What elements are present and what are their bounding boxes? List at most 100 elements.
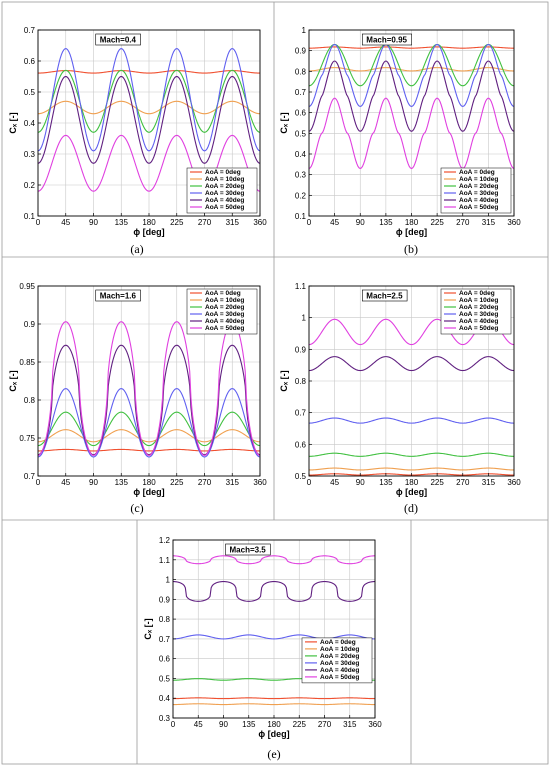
series-line-aoa-50deg: [172, 555, 376, 565]
legend-entry: AoA = 40deg: [459, 197, 498, 204]
series-line-aoa-10deg: [308, 467, 515, 471]
x-tick-label: 0: [307, 478, 312, 487]
mach-label-box: [95, 289, 141, 302]
series-line-aoa-30deg: [308, 417, 515, 424]
legend-entry: AoA = 30deg: [205, 190, 244, 197]
legend-entry: AoA = 40deg: [205, 197, 244, 204]
captions: (a) (b) (c) (d) (e): [130, 242, 418, 761]
y-tick-label: 0.5: [24, 88, 36, 97]
panels: 0 45 90 135 180 225 270 315 360 0.1 0.2 0.3 0.4 0.5 0.…: [8, 26, 521, 739]
mach-label: Mach=3.5: [230, 546, 267, 555]
y-tick-label: 0.9: [24, 320, 36, 329]
panel-caption: (b): [404, 242, 418, 256]
y-tick-label: 0.8: [24, 396, 36, 405]
chart-panel-1: 0 45 90 135 180 225 270 315 360 0.1 0.2 0.3 0.4 0.5 0.…: [8, 26, 267, 237]
x-tick-label: 225: [170, 218, 184, 227]
series-line-aoa-50deg: [37, 134, 261, 192]
y-tick-label: 0.9: [295, 345, 307, 354]
x-tick-label: 0: [307, 218, 312, 227]
legend-entry: AoA = 50deg: [459, 325, 498, 332]
y-tick-label: 1.2: [159, 536, 171, 545]
y-axis-label: Cₓ [-]: [279, 370, 289, 391]
x-tick-label: 135: [379, 218, 393, 227]
x-tick-label: 270: [318, 720, 332, 729]
series-line-aoa-30deg: [37, 48, 261, 152]
series-line-aoa-0deg: [37, 448, 261, 452]
legend-entry: AoA = 50deg: [205, 204, 244, 211]
panel-caption: (a): [130, 242, 143, 256]
x-tick-label: 45: [61, 478, 70, 487]
x-tick-label: 135: [242, 720, 256, 729]
x-tick-label: 90: [89, 218, 98, 227]
legend-entry: AoA = 40deg: [205, 318, 244, 325]
x-tick-label: 360: [507, 218, 521, 227]
chart-panel-4: 0 45 90 135 180 225 270 315 360 0.5 0.6 0.7 0.8 0.9 1 1…: [279, 282, 521, 497]
legend-entry: AoA = 10deg: [320, 646, 359, 653]
legend-entry: AoA = 50deg: [205, 325, 244, 332]
x-tick-label: 270: [456, 218, 470, 227]
y-tick-label: 0.4: [295, 150, 307, 159]
series-line-aoa-10deg: [37, 100, 261, 115]
series-line-aoa-0deg: [308, 46, 515, 49]
panel-caption: (d): [404, 501, 418, 515]
x-tick-label: 225: [430, 218, 444, 227]
x-tick-label: 0: [36, 218, 41, 227]
legend-entry: AoA = 20deg: [320, 653, 359, 660]
mach-label: Mach=1.6: [100, 292, 137, 301]
y-axis-label: Cₓ [-]: [143, 618, 153, 639]
x-tick-label: 270: [198, 218, 212, 227]
y-tick-label: 0.9: [295, 47, 307, 56]
x-tick-label: 270: [198, 478, 212, 487]
x-tick-label: 45: [330, 218, 339, 227]
legend-entry: AoA = 30deg: [320, 660, 359, 667]
mach-label: Mach=0.95: [366, 36, 407, 45]
legend-entry: AoA = 50deg: [320, 674, 359, 681]
x-tick-label: 225: [430, 478, 444, 487]
y-tick-label: 0.8: [295, 377, 307, 386]
legend-entry: AoA = 10deg: [459, 297, 498, 304]
legend-entry: AoA = 40deg: [320, 667, 359, 674]
legend-entry: AoA = 10deg: [459, 176, 498, 183]
legend-entry: AoA = 50deg: [459, 204, 498, 211]
y-tick-label: 0.1: [24, 212, 36, 221]
legend-entry: AoA = 40deg: [459, 318, 498, 325]
series-line-aoa-30deg: [308, 44, 515, 108]
x-tick-label: 360: [253, 218, 267, 227]
y-tick-label: 0.8: [159, 615, 171, 624]
x-tick-label: 180: [405, 218, 419, 227]
series-line-aoa-10deg: [173, 703, 375, 706]
x-axis-label: ϕ [deg]: [396, 487, 427, 497]
legend-entry: AoA = 30deg: [205, 311, 244, 318]
x-tick-label: 135: [115, 478, 129, 487]
x-tick-label: 315: [226, 478, 240, 487]
y-tick-label: 0.3: [24, 150, 36, 159]
y-axis-label: Cₓ [-]: [8, 112, 18, 133]
y-tick-label: 0.4: [159, 694, 171, 703]
y-tick-label: 0.9: [159, 595, 171, 604]
y-tick-label: 0.7: [159, 635, 171, 644]
x-tick-label: 45: [330, 478, 339, 487]
legend-entry: AoA = 0deg: [320, 639, 356, 646]
series-line-aoa-30deg: [172, 634, 376, 640]
x-tick-label: 0: [36, 478, 41, 487]
legend-entry: AoA = 30deg: [459, 311, 498, 318]
series-line-aoa-20deg: [37, 411, 261, 447]
y-tick-label: 0.7: [24, 26, 36, 35]
y-tick-label: 0.2: [295, 191, 307, 200]
series-line-aoa-0deg: [172, 697, 376, 700]
x-tick-label: 360: [253, 478, 267, 487]
y-tick-label: 0.5: [295, 472, 307, 481]
x-tick-label: 270: [456, 478, 470, 487]
x-tick-label: 360: [507, 478, 521, 487]
chart-panel-3: 0 45 90 135 180 225 270 315 360 0.7 0.75 0.8 0.85 0.9…: [8, 282, 267, 497]
x-tick-label: 0: [171, 720, 176, 729]
mach-label: Mach=0.4: [100, 36, 137, 45]
series-line-aoa-0deg: [37, 70, 261, 74]
x-tick-label: 90: [356, 478, 365, 487]
x-tick-label: 315: [226, 218, 240, 227]
series-line-aoa-40deg: [37, 76, 261, 164]
